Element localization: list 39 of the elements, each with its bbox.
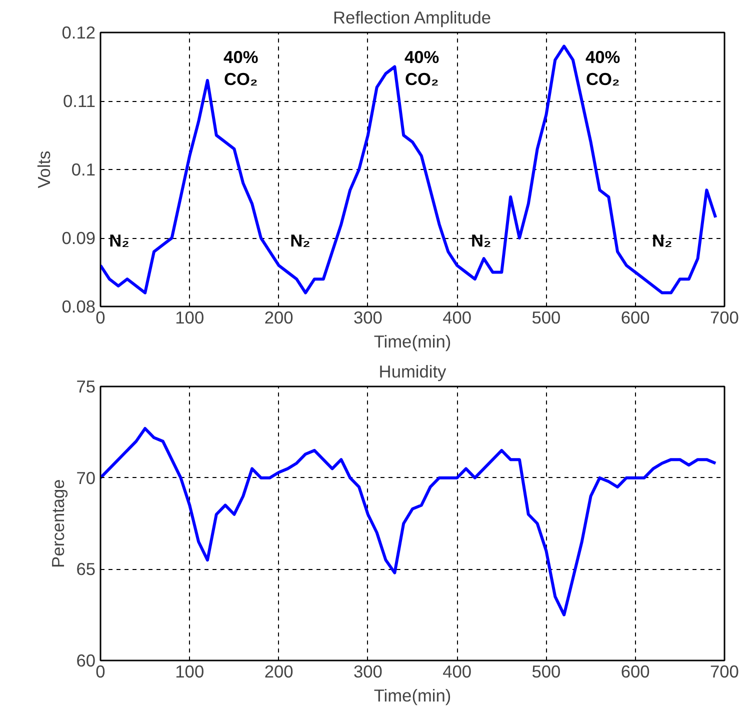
- line-series: [100, 44, 718, 294]
- y-tick-label: 75: [76, 376, 96, 396]
- x-tick-label: 400: [442, 308, 472, 328]
- x-tick-label: 300: [353, 308, 382, 328]
- chart-title: Humidity: [378, 362, 447, 382]
- y-tick-label: 0.11: [63, 91, 96, 111]
- x-tick-label: 300: [353, 662, 382, 682]
- x-tick-label: 600: [620, 308, 650, 328]
- x-tick-label: 100: [175, 308, 204, 328]
- y-axis-title: Percentage: [48, 479, 68, 568]
- line-series: [100, 427, 718, 616]
- x-axis-title: Time(min): [374, 332, 452, 352]
- y-tick-label: 0.09: [62, 228, 96, 248]
- y-tick-label: 60: [76, 650, 96, 670]
- x-tick-label: 500: [532, 662, 561, 682]
- x-tick-label: 0: [96, 662, 106, 682]
- x-tick-label: 600: [620, 662, 650, 682]
- x-tick-label: 200: [264, 308, 294, 328]
- x-tick-label: 700: [710, 308, 739, 328]
- x-tick-label: 400: [442, 662, 472, 682]
- annotation: 40% CO₂: [585, 47, 620, 90]
- x-tick-label: 700: [710, 662, 739, 682]
- y-tick-label: 0.08: [62, 296, 96, 316]
- x-axis-title: Time(min): [374, 686, 452, 706]
- y-tick-label: 0.12: [62, 22, 96, 42]
- annotation: N₂: [471, 230, 492, 251]
- x-tick-label: 100: [175, 662, 204, 682]
- annotation: 40% CO₂: [404, 47, 440, 90]
- annotation: N₂: [290, 230, 310, 251]
- y-tick-label: 0.1: [71, 160, 96, 180]
- y-tick-label: 65: [76, 559, 96, 580]
- annotation: N₂: [109, 230, 130, 251]
- y-axis-title: Volts: [34, 150, 54, 188]
- annotation: 40% CO₂: [224, 47, 258, 90]
- x-tick-label: 200: [264, 662, 294, 682]
- x-tick-label: 500: [532, 308, 561, 328]
- y-tick-label: 70: [76, 468, 96, 488]
- x-tick-label: 0: [96, 308, 106, 328]
- chart-title: Reflection Amplitude: [333, 8, 492, 28]
